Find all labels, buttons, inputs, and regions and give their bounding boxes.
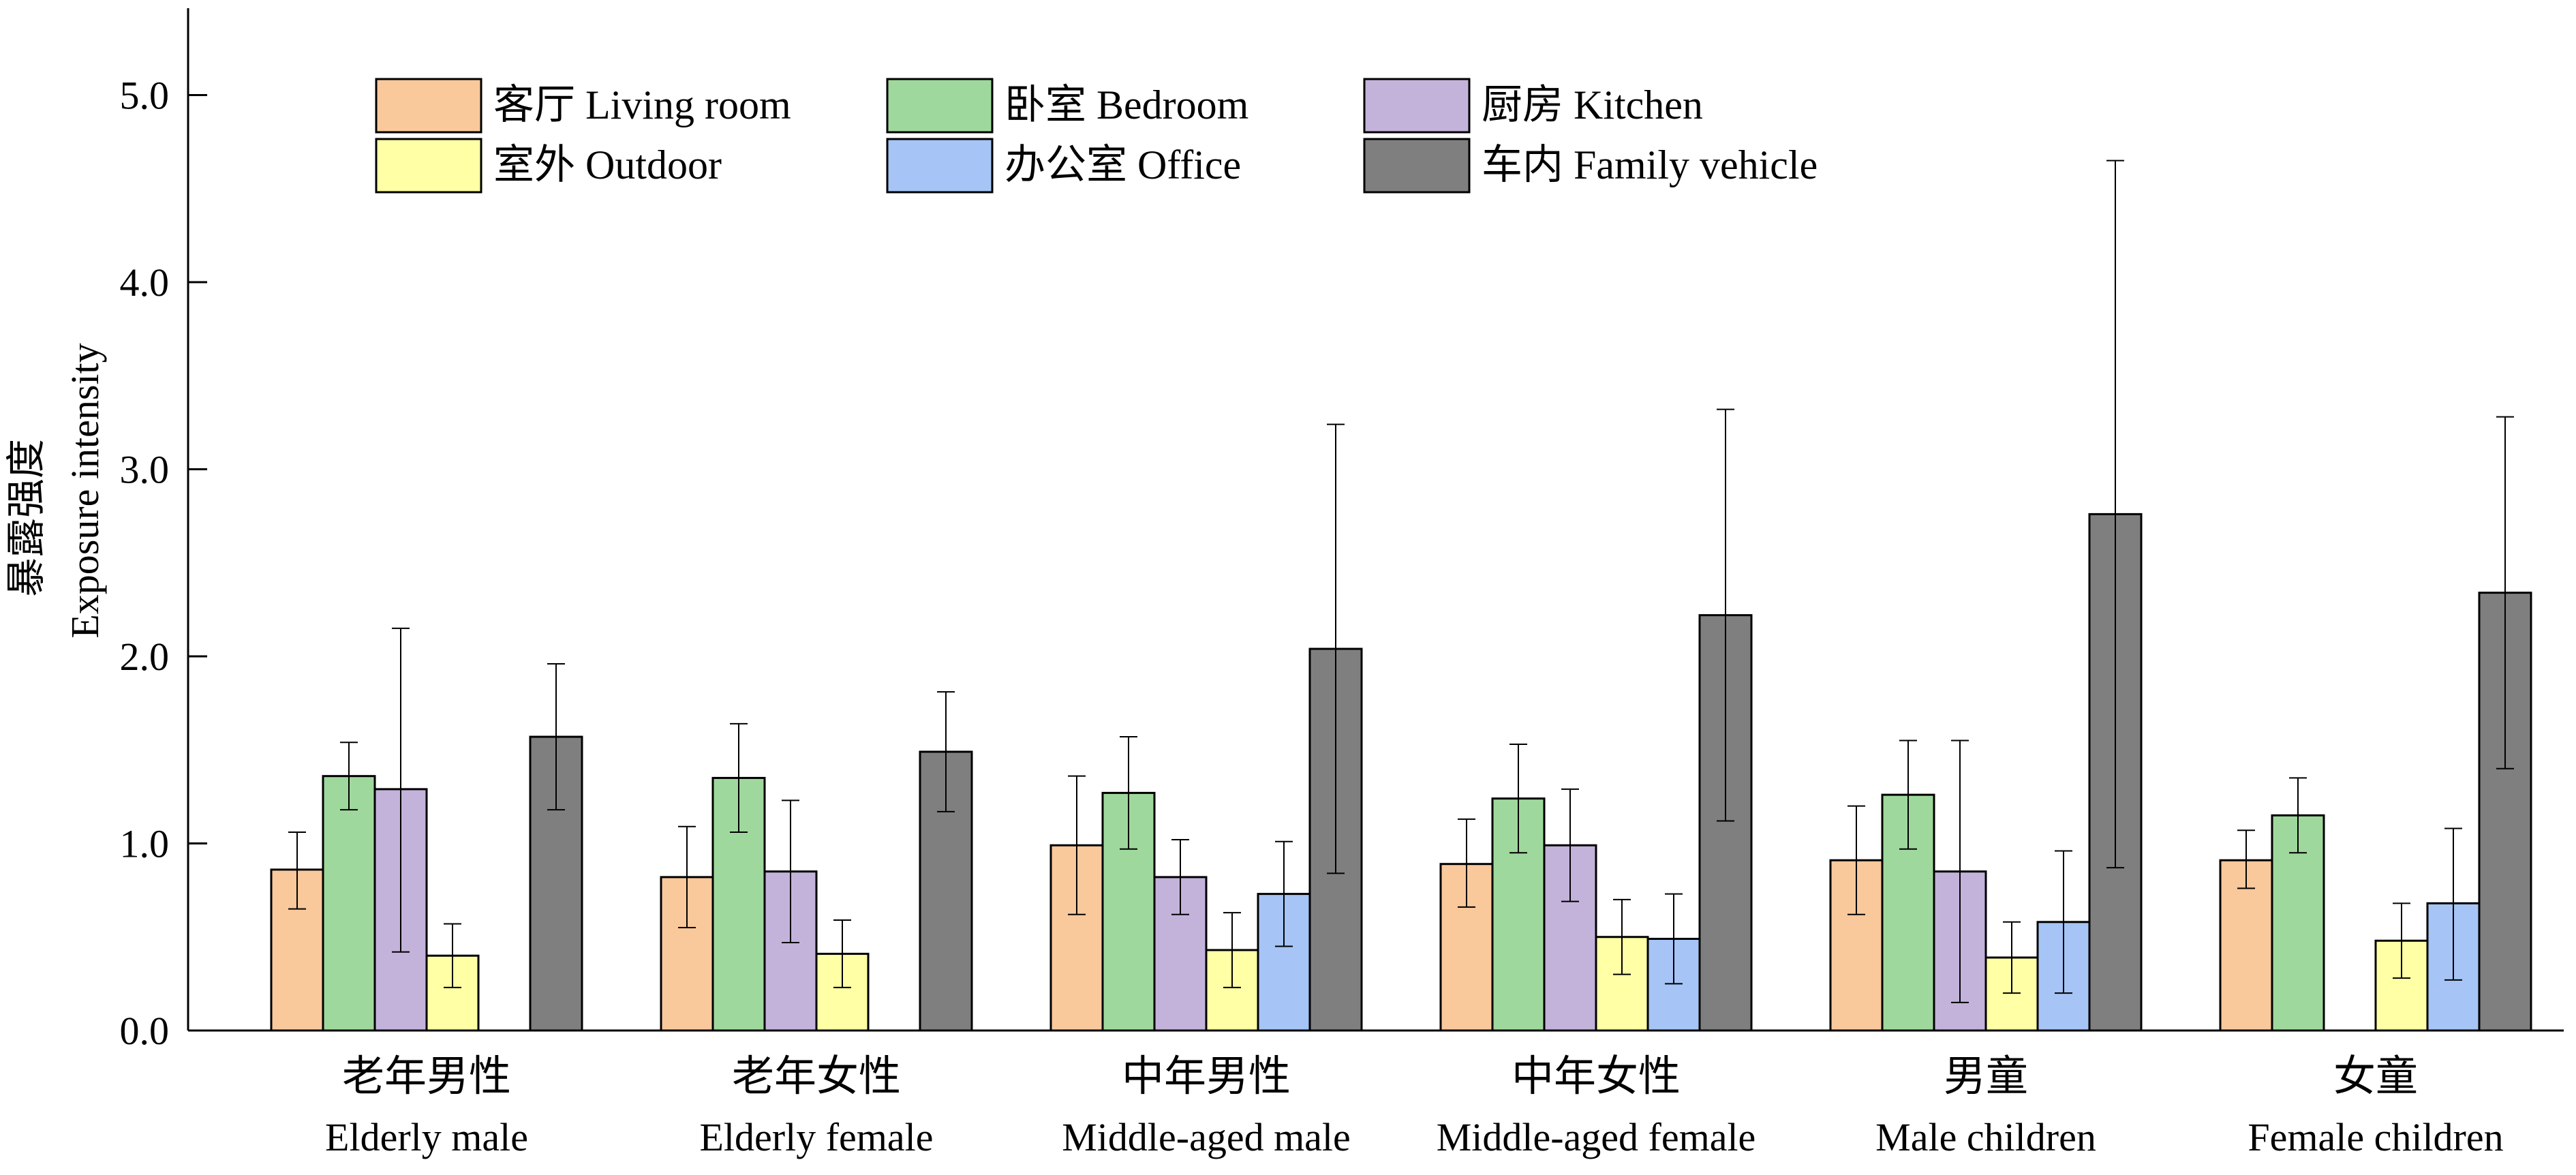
legend-label: 室外 Outdoor [493,142,722,187]
bar [2219,859,2273,1032]
y-tick-label: 3.0 [120,448,170,492]
x-tick-label-en: Female children [2248,1115,2503,1159]
x-tick-label-cn: 女童 [2333,1054,2418,1100]
x-tick-label-en: Male children [1875,1115,2096,1159]
x-tick-label-en: Elderly male [325,1115,528,1159]
x-tick-label-cn: 中年男性 [1122,1054,1291,1100]
x-tick-label-en: Middle-aged male [1062,1115,1351,1159]
y-tick-label: 0.0 [120,1009,170,1053]
axes [187,8,2564,1032]
legend: 客厅 Living room 卧室 Bedroom 厨房 Kitchen 室外 Out… [375,78,1818,194]
x-tick-label-cn: 男童 [1944,1054,2028,1100]
y-tick-label: 2.0 [120,635,170,679]
bars [270,513,2532,1032]
y-axis-label-cn: 暴露强度 [4,439,48,597]
legend-label: 客厅 Living room [493,82,791,127]
legend-swatch [886,78,994,134]
y-tick-label: 5.0 [120,74,170,118]
x-tick-label-en: Elderly female [700,1115,934,1159]
legend-label: 办公室 Office [1005,142,1241,187]
legend-swatch [375,138,482,194]
y-tick-label: 4.0 [120,260,170,305]
x-tick-label-en: Middle-aged female [1437,1115,1756,1159]
error-bars [288,159,2514,1003]
legend-label: 卧室 Bedroom [1005,82,1248,127]
y-axis-label-en: Exposure intensity [63,343,107,638]
legend-swatch [375,78,482,134]
legend-label: 厨房 Kitchen [1482,82,1703,127]
bar [322,775,376,1032]
x-tick-label-cn: 老年女性 [732,1054,901,1100]
x-tick-label-cn: 老年男性 [342,1054,511,1100]
legend-label: 车内 Family vehicle [1482,142,1818,187]
tick-labels: 0.0 1.0 2.0 3.0 4.0 5.0 老年男性 Elderly male 老年女性 El… [120,74,2504,1160]
legend-swatch [1363,78,1471,134]
x-tick-label-cn: 中年女性 [1512,1054,1681,1100]
legend-swatch [1363,138,1471,194]
y-tick-label: 1.0 [120,822,170,866]
legend-swatch [886,138,994,194]
